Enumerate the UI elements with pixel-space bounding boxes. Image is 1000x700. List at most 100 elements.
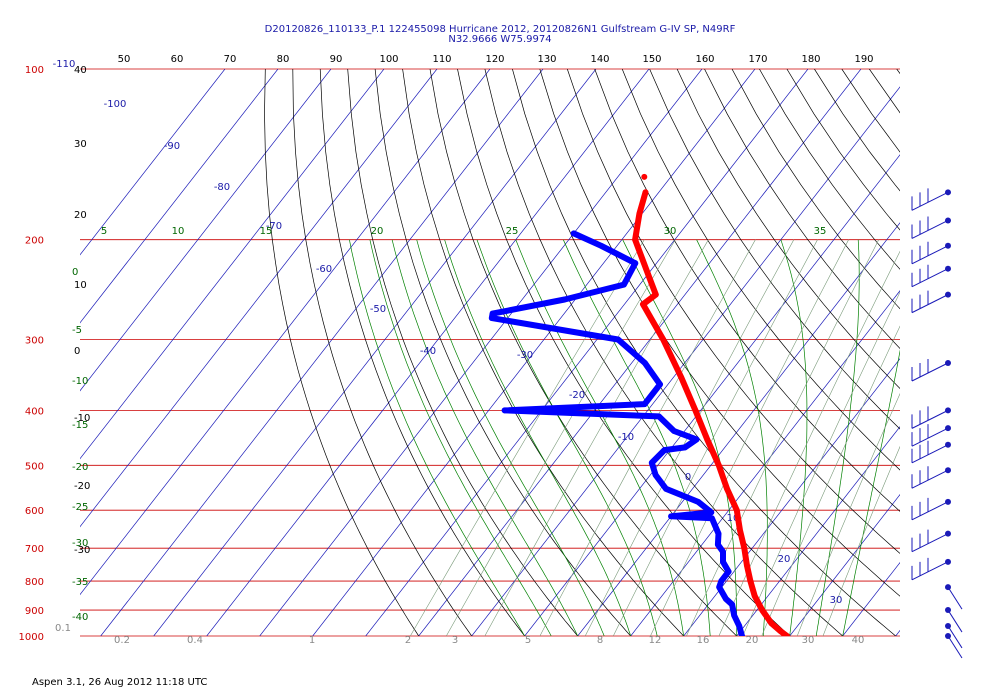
temperature-trace-point [640,301,646,308]
dewpoint-trace-point [723,596,729,602]
temperature-trace-point [747,578,754,584]
isotherm-line [418,69,862,636]
temperature-trace-point [784,633,790,636]
mixing-ratio-line [613,239,818,636]
isotherm-line [80,69,332,392]
mixing-ratio-line [822,445,900,636]
dewpoint-trace-point [709,515,715,522]
dry-adiabat-line [704,69,900,349]
theta-left-label: -30 [74,545,90,556]
temperature-trace-point [632,236,638,243]
pressure-label: 700 [25,544,44,555]
isotherm-line [524,154,900,636]
mixing-ratio-top-label: 35 [814,226,827,237]
isotherm-line [789,494,900,636]
theta-top-label: 110 [432,54,451,65]
mixing-ratio-top-label: 25 [506,226,519,237]
theta-left-label: 0 [74,346,80,357]
dry-adiabat-line [484,69,843,636]
dewpoint-trace-point [656,413,662,420]
dry-adiabat-line [649,69,900,430]
wind-barb-staff [911,533,949,553]
isotherm-label: 30 [830,595,843,606]
theta-top-label: 160 [695,54,714,65]
moist-adiabat-line [515,239,685,636]
isotherm-label: -30 [517,350,533,361]
moist-adiabat-label: -30 [72,538,88,549]
moist-adiabat-label: -35 [72,577,88,588]
isotherm-line [80,69,279,324]
mixing-ratio-line [686,239,879,636]
isotherm-line [577,222,900,636]
dewpoint-trace-point [715,541,721,548]
mixing-ratio-line [761,325,900,636]
isotherm-line [683,358,900,636]
dewpoint-trace-point [716,584,722,590]
pressure-label: 300 [25,336,44,347]
theta-left-label: -10 [74,413,90,424]
dewpoint-trace-point [649,460,655,466]
axis-labels: 50 60 70 80 90 100 110 120 130 140 150 160 170 180 190… [53,54,874,646]
mixing-ratio-bottom-label: 1 [309,635,315,646]
dewpoint-trace-point [641,401,648,407]
theta-left-label: 40 [74,65,87,76]
dewpoint-trace-point [718,578,725,584]
temperature-trace-point [724,486,730,492]
moist-adiabat-lines [349,239,900,636]
dewpoint-trace-point [715,530,722,537]
dry-adiabat-line [539,69,900,597]
theta-top-label: 180 [801,54,820,65]
dry-adiabat-line [292,69,472,636]
dewpoint-trace-point [731,612,737,619]
isotherm-line [312,69,756,636]
wind-barb-staff [911,427,949,447]
mixing-ratio-bottom-label: 0.2 [114,635,130,646]
dry-adiabat-line [869,69,900,114]
isotherm-line [80,69,226,256]
dry-adiabat-line [319,69,525,636]
wind-barb-staff [947,625,963,649]
dewpoint-trace-point [661,447,668,453]
mixing-ratio-bottom-label: 3 [452,635,458,646]
temperature-trace-point [645,271,651,277]
dewpoint-trace-point [682,444,688,451]
mixing-ratio-bottom-label: 0.4 [187,635,203,646]
moist-adiabat-label: -5 [72,325,82,336]
theta-top-label: 130 [537,54,556,65]
mixing-ratio-bottom-label: 30 [802,635,815,646]
mixing-ratio-line [584,239,795,636]
sounding-traces [488,173,790,636]
temperature-trace [632,189,790,636]
moist-adiabat-line [815,239,860,636]
isotherm-label: 0 [685,472,691,483]
dry-adiabat-lines [264,69,900,636]
mixing-ratio-bottom-label: 16 [697,635,710,646]
theta-top-label: 60 [171,54,184,65]
temperature-trace-point [751,593,758,599]
theta-left-label: 20 [74,210,87,221]
wind-barb-staff [911,294,949,314]
mixing-ratio-line [410,239,645,636]
theta-top-label: 80 [277,54,290,65]
temperature-trace-point [692,407,699,414]
dry-adiabat-line [676,69,900,390]
isotherm-label: -50 [370,304,386,315]
isotherm-line [80,69,385,460]
mixing-ratio-top-label: 15 [260,226,273,237]
pressure-label: 400 [25,406,44,417]
temperature-trace-point [777,628,784,634]
moist-adiabat-line [842,349,900,636]
dewpoint-trace-point [570,230,577,237]
mixing-ratio-bottom-label: 40 [852,635,865,646]
dry-adiabat-line [402,69,684,636]
temperature-trace-point [704,436,710,443]
sounding-title: D20120826_110133_P.1 122455098 Hurricane… [264,24,736,35]
wind-barb-staff [947,635,963,659]
temperature-trace-point [734,507,740,513]
dry-adiabat-line [264,69,419,636]
isotherm-label: -60 [316,264,332,275]
isotherm-label: -20 [569,390,585,401]
wind-barb-staff [947,586,963,610]
isotherm-line [736,426,900,636]
